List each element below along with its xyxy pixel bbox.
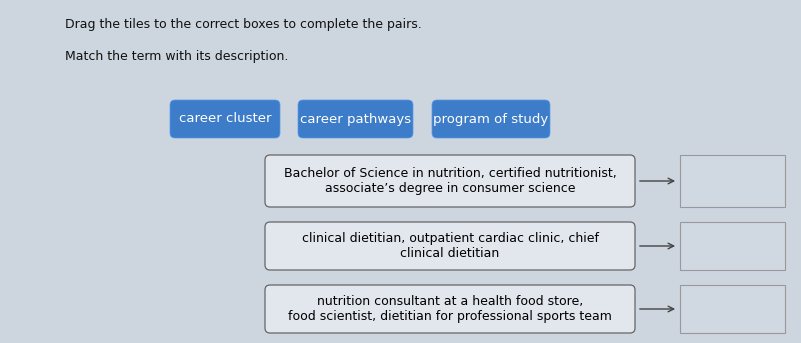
FancyBboxPatch shape xyxy=(265,155,635,207)
FancyBboxPatch shape xyxy=(265,222,635,270)
FancyBboxPatch shape xyxy=(680,285,785,333)
FancyBboxPatch shape xyxy=(298,100,413,138)
Text: nutrition consultant at a health food store,
food scientist, dietitian for profe: nutrition consultant at a health food st… xyxy=(288,295,612,323)
Text: program of study: program of study xyxy=(433,113,549,126)
Text: Match the term with its description.: Match the term with its description. xyxy=(65,50,288,63)
FancyBboxPatch shape xyxy=(680,155,785,207)
Text: clinical dietitian, outpatient cardiac clinic, chief
clinical dietitian: clinical dietitian, outpatient cardiac c… xyxy=(301,232,598,260)
Text: career cluster: career cluster xyxy=(179,113,272,126)
Text: Bachelor of Science in nutrition, certified nutritionist,
associate’s degree in : Bachelor of Science in nutrition, certif… xyxy=(284,167,617,195)
Text: career pathways: career pathways xyxy=(300,113,411,126)
FancyBboxPatch shape xyxy=(680,222,785,270)
FancyBboxPatch shape xyxy=(170,100,280,138)
Text: Drag the tiles to the correct boxes to complete the pairs.: Drag the tiles to the correct boxes to c… xyxy=(65,18,422,31)
FancyBboxPatch shape xyxy=(265,285,635,333)
FancyBboxPatch shape xyxy=(432,100,550,138)
